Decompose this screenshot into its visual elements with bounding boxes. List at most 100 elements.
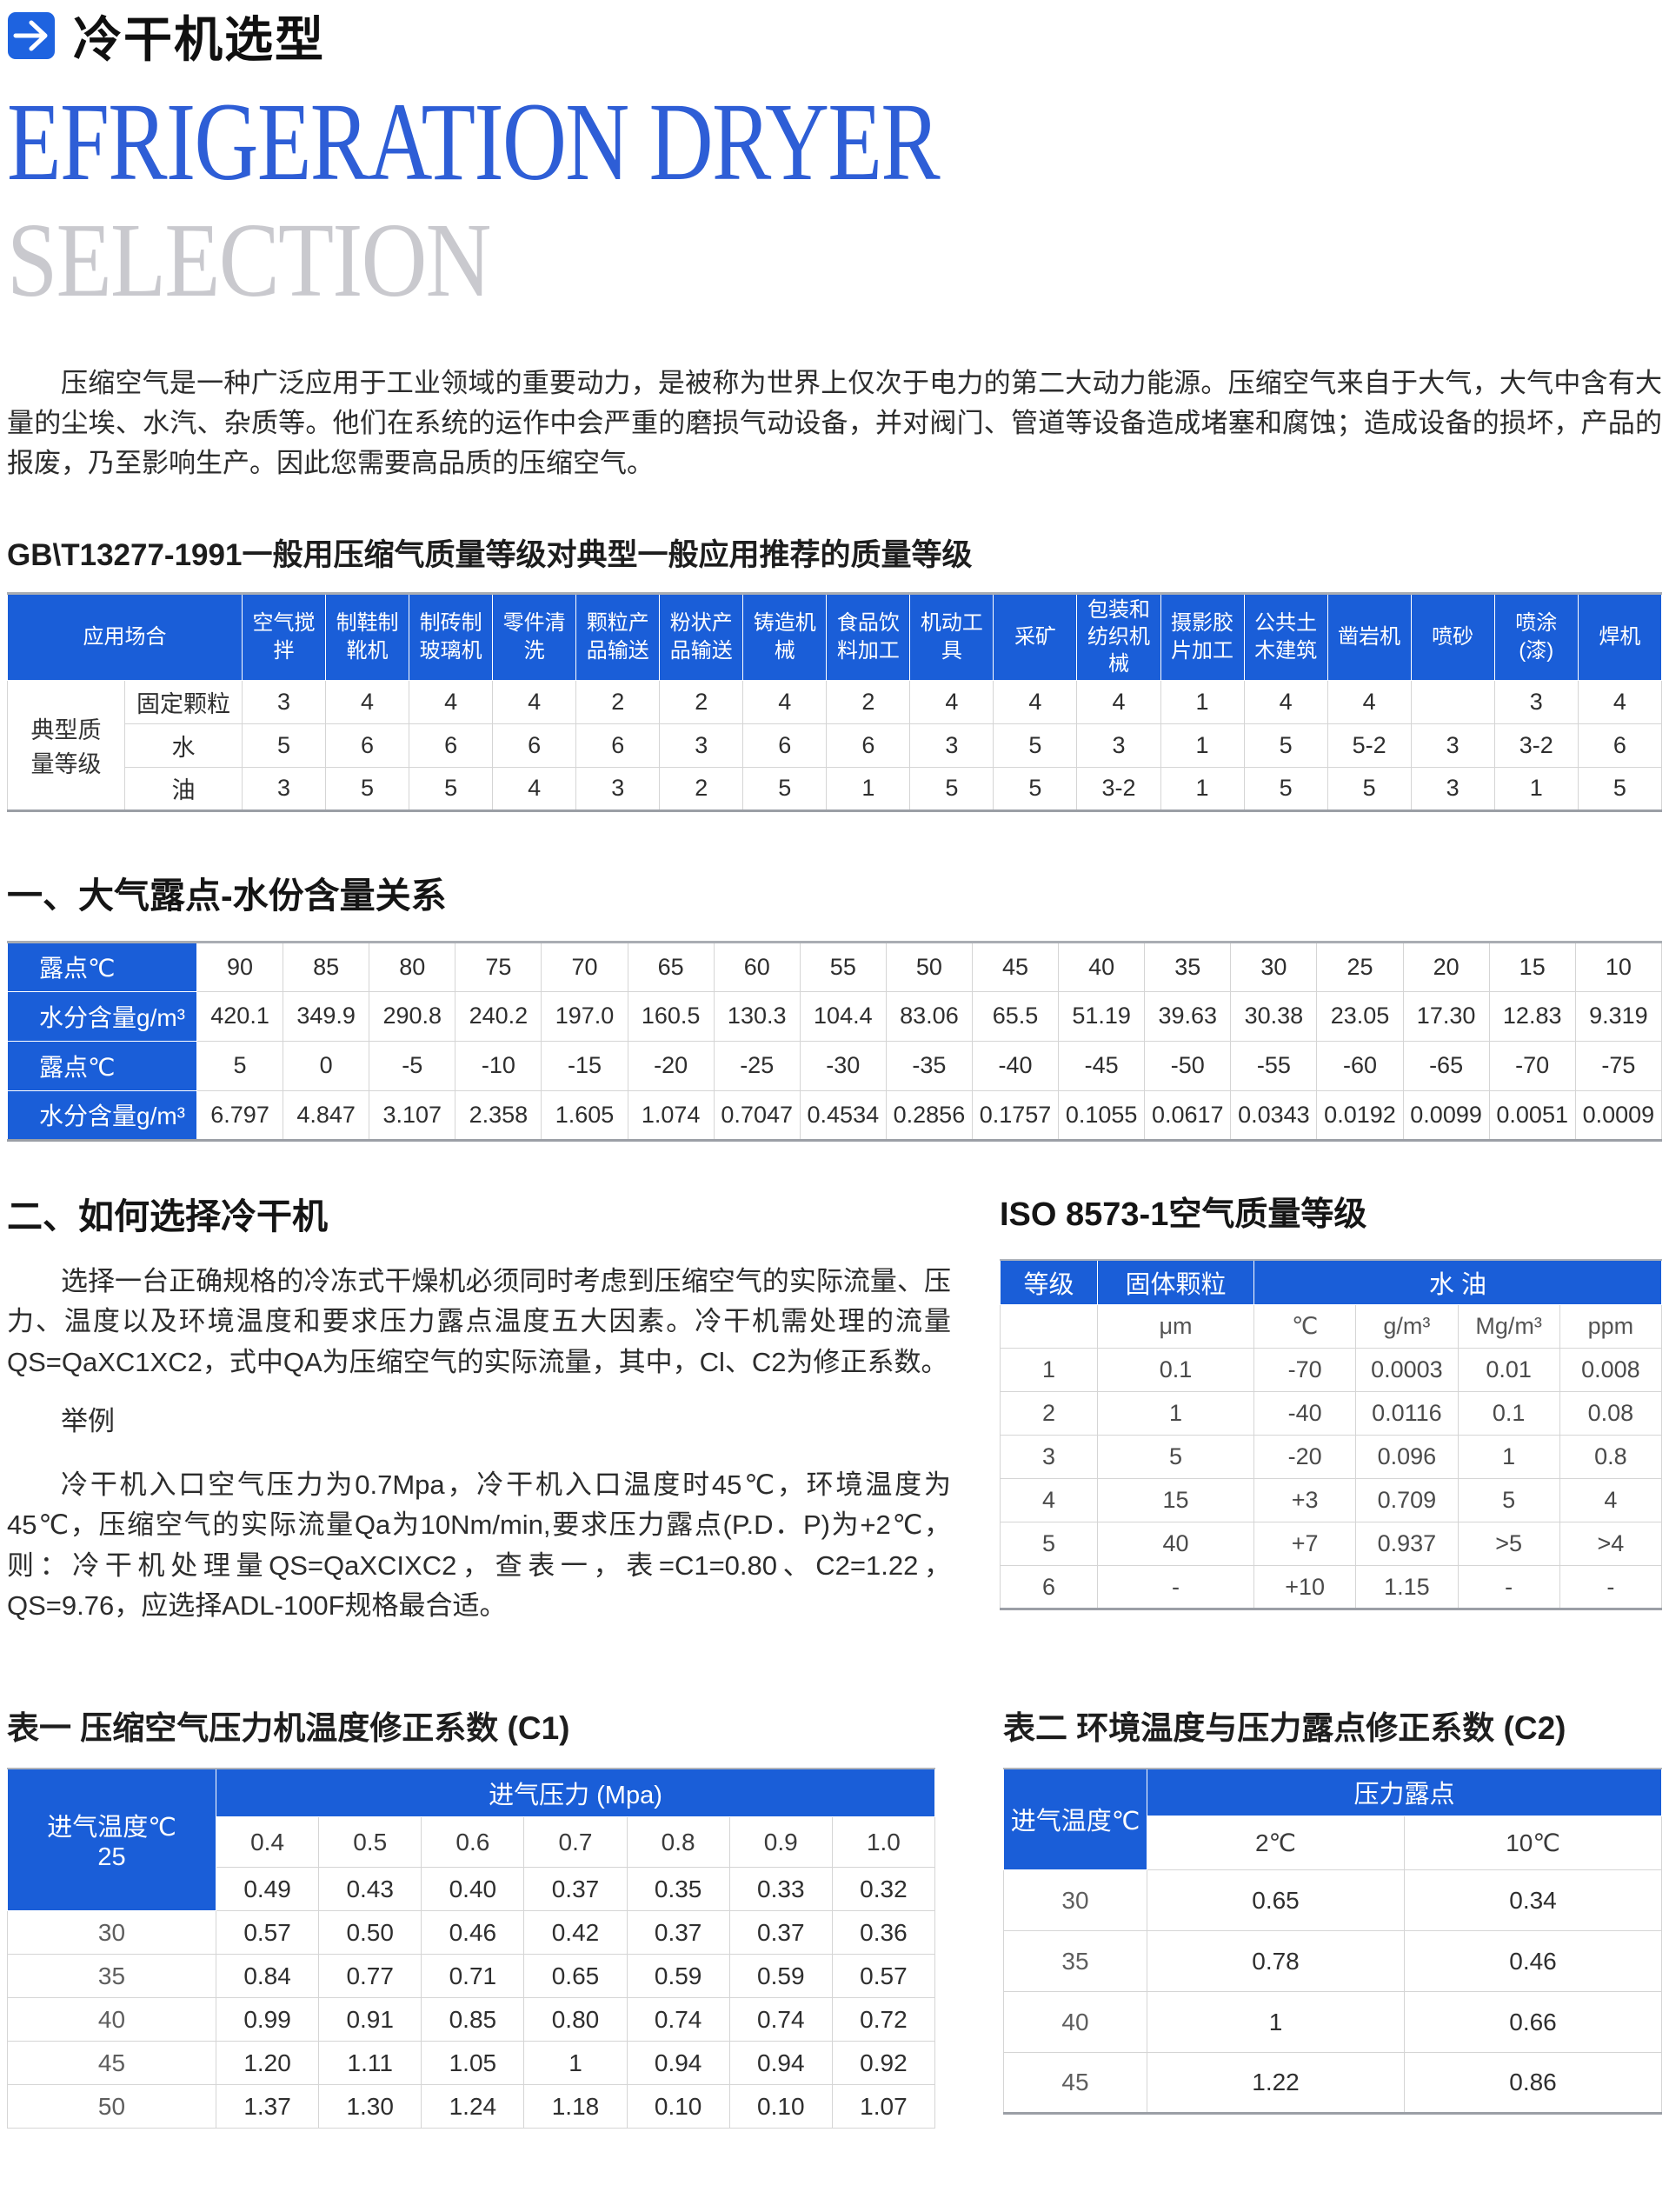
iso-air-quality-table: 等级 固体颗粒水 油 μm ℃ g/m³ Mg/m³ ppm 1 0.1 -70 0.0003 0.0…	[1000, 1258, 1663, 1611]
table-cell: 0.937	[1355, 1522, 1459, 1567]
table-cell: 3	[241, 679, 327, 724]
table-cell: 0.78	[1147, 1930, 1405, 1993]
iso-column: ISO 8573-1空气质量等级 等级 固体颗粒水 油 μm ℃ g/m³ Mg/m³ pp…	[1000, 1187, 1663, 1611]
table-cell: -15	[541, 1040, 628, 1091]
table-cell: 75	[455, 941, 542, 992]
table-cell: 1	[1160, 766, 1245, 811]
table-cell: 水 油	[1253, 1259, 1662, 1306]
table-cell: 1.37	[215, 2084, 320, 2129]
table-cell: ppm	[1559, 1304, 1663, 1349]
table-cell: 5	[1457, 1478, 1560, 1523]
table-cell: 5-2	[1327, 723, 1412, 768]
table-cell: 65	[627, 941, 715, 992]
table-cell: 0.096	[1355, 1435, 1459, 1480]
table-row: 35 0.78 0.46	[1003, 1930, 1662, 1993]
table-cell: 空气搅拌	[241, 592, 327, 681]
table-cell: 0.94	[728, 2041, 833, 2086]
table-cell: 0.01	[1457, 1348, 1560, 1393]
table-row: 典型质量等级 固定颗粒 3 4 4 4 2 2 4 2 4 4 4 1 4 4 3 4	[7, 679, 1663, 811]
table-cell: 0.08	[1559, 1391, 1663, 1436]
table-cell: 0.72	[831, 1997, 936, 2042]
table-cell: 0.94	[626, 2041, 730, 2086]
table-cell: 1.20	[215, 2041, 320, 2086]
table-cell: 0.74	[728, 1997, 833, 2042]
gb-quality-grade-table: 应用场合 空气搅拌 制鞋制靴机 制砖制玻璃机 零件清洗 颗粒产品输送 粉状产品输送 铸造机械食…	[7, 591, 1663, 812]
table-cell: 2℃	[1147, 1816, 1405, 1871]
table-cell: 2	[826, 679, 911, 724]
table-cell: 0.37	[626, 1910, 730, 1955]
table-cell: 0.85	[421, 1997, 525, 2042]
table-cell: 4	[1327, 679, 1412, 724]
table-cell: 4	[1000, 1478, 1098, 1523]
table-cell: 4.847	[283, 1089, 370, 1141]
table-cell: 5	[1000, 1522, 1098, 1567]
table-cell: 4	[1559, 1478, 1663, 1523]
table-cell: 0.42	[523, 1910, 628, 1955]
table-cell	[1000, 1304, 1098, 1349]
table-cell: 3	[909, 723, 994, 768]
table-cell: 0.4	[215, 1816, 320, 1869]
table-cell: 10	[1574, 941, 1663, 992]
table-cell: 3	[1076, 723, 1161, 768]
table-cell: 0.4534	[799, 1089, 887, 1141]
table-cell: 9.319	[1574, 990, 1663, 1042]
table-cell: 39.63	[1144, 990, 1232, 1042]
page-title-row: 冷干机选型	[7, 9, 1662, 67]
table-cell: 1.15	[1355, 1565, 1459, 1610]
table-cell: 食品饮料加工	[826, 592, 911, 681]
table-cell: 90	[196, 941, 284, 992]
table-cell: 0.9	[728, 1816, 833, 1869]
table-cell: 颗粒产品输送	[575, 592, 661, 681]
table-cell: 35	[1003, 1930, 1147, 1993]
table-cell: 25	[1316, 941, 1404, 992]
c1-correction-table: 进气温度℃ 25 进气压力 (Mpa) 0.4 0.5 0.6 0.7 0.8 0.9 1.0 0…	[7, 1767, 936, 2129]
table-cell: 公共土木建筑	[1243, 592, 1328, 681]
table-cell: 85	[283, 941, 370, 992]
table-cell: 0.0003	[1355, 1348, 1459, 1393]
table-cell: -25	[713, 1040, 801, 1091]
table-cell: Mg/m³	[1457, 1304, 1560, 1349]
table-cell: >5	[1457, 1522, 1560, 1567]
bottom-two-column-zone: 表一 压缩空气压力机温度修正系数 (C1) 进气温度℃ 25 进气压力 (Mpa)…	[7, 1702, 1662, 2129]
table-cell: 2.358	[455, 1089, 542, 1141]
table-cell: 1	[1457, 1435, 1560, 1480]
table-cell: -60	[1316, 1040, 1404, 1091]
table-cell: 0.7	[523, 1816, 628, 1869]
table-cell: 60	[713, 941, 801, 992]
table-row: 等级 固体颗粒水 油	[1000, 1259, 1662, 1306]
table-cell: 3	[1493, 679, 1579, 724]
table-cell: 1.30	[318, 2084, 422, 2129]
table-cell: 4	[409, 679, 494, 724]
table-cell: 进气温度℃	[1003, 1768, 1147, 1871]
table-cell: 5	[1097, 1435, 1254, 1480]
table-cell: 1	[826, 766, 911, 811]
table-cell: 0.34	[1404, 1869, 1662, 1932]
table-cell: 5	[909, 766, 994, 811]
table-row: μm ℃ g/m³ Mg/m³ ppm	[1000, 1304, 1663, 1349]
intro-paragraph: 压缩空气是一种广泛应用于工业领域的重要动力，是被称为世界上仅次于电力的第二大动力…	[7, 368, 1662, 478]
table-cell: 喷砂	[1410, 592, 1495, 681]
table-cell: -35	[885, 1040, 973, 1091]
middle-two-column-zone: 二、如何选择冷干机 选择一台正确规格的冷冻式干燥机必须同时考虑到压缩空气的实际流…	[7, 1187, 1663, 1627]
example-paragraph: 冷干机入口空气压力为0.7Mpa，冷干机入口温度时45℃，环境温度为45℃，压缩…	[7, 1469, 951, 1622]
table-cell: -65	[1402, 1040, 1490, 1091]
table-cell: 1.605	[541, 1089, 628, 1141]
table-cell: 6	[742, 723, 828, 768]
table-cell: 6.797	[196, 1089, 284, 1141]
table-cell: 0.84	[215, 1954, 320, 1999]
table-cell: 凿岩机	[1327, 592, 1412, 681]
table-cell: -5	[369, 1040, 456, 1091]
table-cell: 65.5	[971, 990, 1060, 1042]
table-row: 2℃ 10℃	[1004, 1816, 1662, 1871]
table-cell: 5	[742, 766, 828, 811]
english-title-line2: SELECTION	[7, 206, 1662, 315]
table-cell: 应用场合	[7, 592, 243, 681]
table-cell: 0.0343	[1230, 1089, 1318, 1141]
table-cell: -20	[1253, 1435, 1357, 1480]
table-cell: 油	[124, 766, 243, 811]
table-cell: 0.59	[728, 1954, 833, 1999]
table-row: 45 1.22 0.86	[1003, 2052, 1662, 2115]
table-cell: 0.66	[1404, 1991, 1662, 2054]
table-row: 6- +10 1.15- -	[1000, 1565, 1663, 1610]
table-cell: 0.0617	[1144, 1089, 1232, 1141]
